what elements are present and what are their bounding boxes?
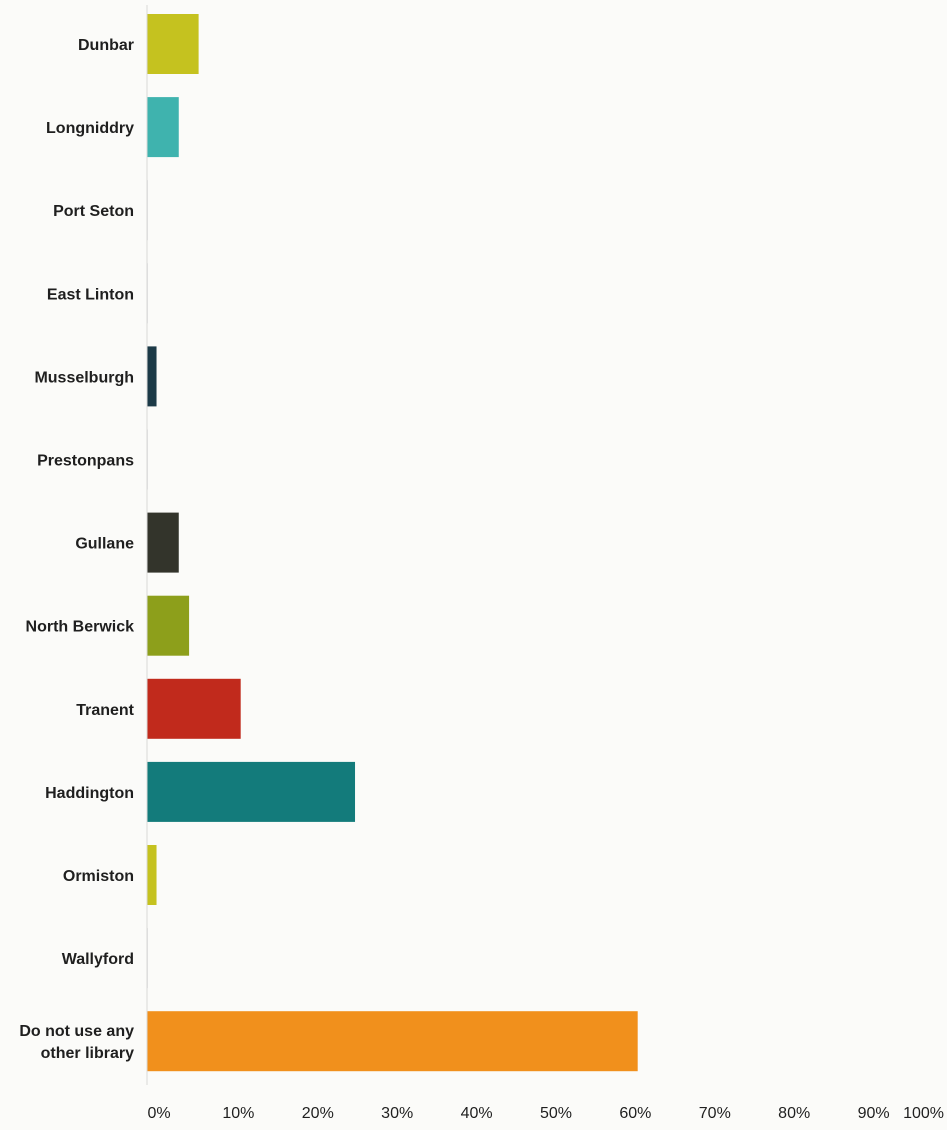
- category-label-dunbar: Dunbar: [78, 37, 134, 54]
- category-label-line: Dunbar: [78, 37, 134, 54]
- bar-ormiston: [147, 845, 157, 905]
- category-label-line: Do not use any: [19, 1023, 134, 1040]
- category-label-haddington: Haddington: [45, 785, 134, 802]
- x-tick-label: 30%: [381, 1105, 413, 1122]
- bar-gullane: [147, 512, 179, 573]
- x-tick-label: 10%: [222, 1105, 254, 1122]
- category-label-musselburgh: Musselburgh: [34, 369, 134, 386]
- category-label-ormiston: Ormiston: [63, 868, 134, 885]
- category-label-do-not-use-any-other-library: Do not use any other library: [19, 1023, 134, 1062]
- x-tick-label: 20%: [302, 1105, 334, 1122]
- category-label-tranent: Tranent: [76, 702, 134, 719]
- x-tick-label: 80%: [778, 1105, 810, 1122]
- category-label-line: East Linton: [47, 286, 134, 303]
- category-label-line: Longniddry: [46, 120, 134, 137]
- category-label-east-linton: East Linton: [47, 286, 134, 303]
- category-label-prestonpans: Prestonpans: [37, 453, 134, 470]
- x-tick-label: 50%: [540, 1105, 572, 1122]
- category-label-line: Musselburgh: [34, 369, 134, 386]
- bar-longniddry: [147, 97, 179, 158]
- x-tick-label: 90%: [858, 1105, 890, 1122]
- category-label-line: Wallyford: [62, 951, 134, 968]
- bar-do-not-use-any-other-library: [147, 1011, 638, 1072]
- category-label-line: other library: [41, 1045, 134, 1062]
- bar-haddington: [147, 761, 356, 822]
- x-tick-label: 0%: [147, 1105, 170, 1122]
- category-label-line: Prestonpans: [37, 453, 134, 470]
- category-label-north-berwick: North Berwick: [26, 619, 135, 636]
- bars-layer: [147, 14, 638, 1072]
- x-tick-label: 60%: [619, 1105, 651, 1122]
- x-tick-labels: 0% 10% 20% 30% 40% 50% 60% 70% 80% 90% 100%: [147, 1105, 944, 1122]
- category-label-port-seton: Port Seton: [53, 203, 134, 220]
- category-label-line: Gullane: [75, 536, 134, 553]
- category-label-wallyford: Wallyford: [62, 951, 134, 968]
- bar-north-berwick: [147, 595, 190, 656]
- bar-tranent: [147, 678, 241, 739]
- bar-musselburgh: [147, 346, 157, 407]
- x-tick-label: 40%: [461, 1105, 493, 1122]
- category-labels: Dunbar Longniddry Port Seton East Linton Mus…: [19, 37, 134, 1062]
- category-label-line: Tranent: [76, 702, 134, 719]
- x-tick-label: 100%: [903, 1105, 944, 1122]
- category-label-line: North Berwick: [26, 619, 135, 636]
- category-label-gullane: Gullane: [75, 536, 134, 553]
- x-tick-label: 70%: [699, 1105, 731, 1122]
- category-label-line: Ormiston: [63, 868, 134, 885]
- category-label-line: Haddington: [45, 785, 134, 802]
- category-label-line: Port Seton: [53, 203, 134, 220]
- category-label-longniddry: Longniddry: [46, 120, 134, 137]
- bar-dunbar: [147, 14, 199, 74]
